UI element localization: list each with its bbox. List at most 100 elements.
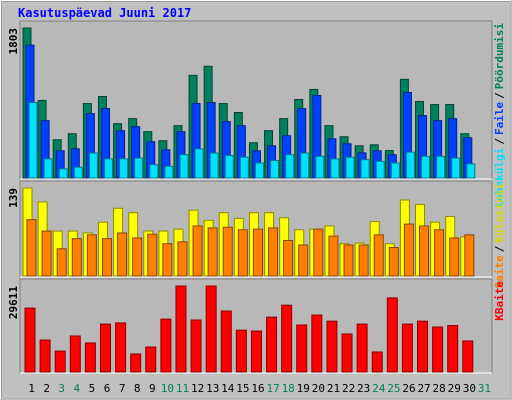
bar (462, 340, 474, 373)
legend-separator: / (493, 138, 506, 145)
bar (39, 339, 51, 373)
bar (71, 238, 82, 277)
legend-entry: KBaite (493, 281, 506, 321)
bar (298, 244, 309, 277)
bar (220, 310, 232, 373)
bar (164, 165, 174, 179)
bar (343, 244, 354, 277)
bar (239, 156, 249, 179)
bar (386, 297, 398, 373)
bar (371, 351, 383, 373)
bar (88, 152, 98, 179)
x-tick-label: 24 (372, 382, 386, 395)
bar (300, 152, 310, 179)
x-tick-label: 22 (342, 382, 355, 395)
legend-entry: Faile (493, 101, 506, 134)
bar (311, 314, 323, 373)
bar (401, 323, 413, 373)
x-tick-label: 4 (74, 382, 81, 395)
x-tick-label: 20 (312, 382, 325, 395)
x-tick-label: 23 (357, 382, 370, 395)
bar (41, 230, 52, 277)
bar (356, 323, 368, 373)
bar (417, 320, 429, 373)
x-tick-label: 26 (402, 382, 415, 395)
bar (160, 318, 172, 373)
bar (449, 237, 460, 277)
bar (179, 154, 189, 179)
x-tick-label: 12 (191, 382, 204, 395)
x-tick-label: 21 (327, 382, 340, 395)
bar (341, 333, 353, 373)
bar (421, 155, 431, 179)
bar (328, 235, 339, 277)
bar (190, 319, 202, 373)
bar (330, 158, 340, 179)
legend-separator: / (493, 245, 506, 252)
bar (283, 240, 294, 277)
x-tick-label: 17 (266, 382, 279, 395)
bar (250, 330, 262, 373)
x-tick-label: 28 (433, 382, 446, 395)
y-tick-label: 139 (7, 188, 20, 208)
bar (175, 285, 187, 373)
bar (28, 102, 38, 179)
bar (117, 232, 128, 277)
bar (145, 346, 157, 373)
bar (162, 243, 173, 277)
bar (24, 307, 36, 373)
x-tick-label: 29 (448, 382, 461, 395)
x-tick-label: 25 (387, 382, 400, 395)
bar (388, 247, 399, 277)
bar (119, 158, 129, 179)
bar (43, 158, 53, 179)
legend-separator: / (493, 92, 506, 99)
x-tick-label: 11 (176, 382, 189, 395)
bar (326, 320, 338, 373)
bar (358, 244, 369, 277)
bar (466, 163, 476, 179)
x-tick-label: 30 (463, 382, 476, 395)
x-tick-label: 7 (119, 382, 126, 395)
x-tick-label: 13 (206, 382, 219, 395)
x-tick-label: 16 (251, 382, 264, 395)
chart-title: Kasutuspäevad Juuni 2017 (18, 6, 191, 20)
x-tick-label: 3 (58, 382, 65, 395)
bar (132, 237, 143, 277)
bar (103, 158, 113, 179)
bar (58, 168, 68, 179)
bar (434, 229, 445, 277)
bar (73, 166, 83, 179)
bar (147, 233, 158, 277)
legend: KBaite (493, 281, 506, 321)
bar (315, 155, 325, 179)
x-tick-label: 9 (149, 382, 156, 395)
y-tick-label: 1803 (7, 28, 20, 55)
bar (266, 316, 278, 373)
x-tick-label: 14 (221, 382, 235, 395)
y-tick-label: 29611 (7, 286, 20, 319)
bar (224, 155, 234, 179)
legend-entry: Lehekülgi (493, 147, 506, 207)
x-tick-label: 1 (28, 382, 35, 395)
bar (296, 324, 308, 373)
bar (130, 353, 142, 373)
legend-entry: Külastusi (493, 183, 506, 243)
bar (313, 228, 324, 277)
bar (254, 162, 264, 179)
bar (252, 228, 263, 277)
bar (268, 227, 279, 277)
legend: Saite / Külastusi (493, 183, 506, 289)
legend-entry: Pöördumisi (493, 23, 506, 90)
x-tick-label: 5 (89, 382, 96, 395)
bar (207, 227, 218, 277)
x-tick-label: 8 (134, 382, 141, 395)
bar (209, 152, 219, 179)
bar (194, 148, 204, 179)
bar (101, 238, 112, 277)
bar (54, 350, 66, 373)
bar (345, 156, 355, 179)
x-tick-label: 10 (161, 382, 174, 395)
bar (115, 322, 127, 373)
